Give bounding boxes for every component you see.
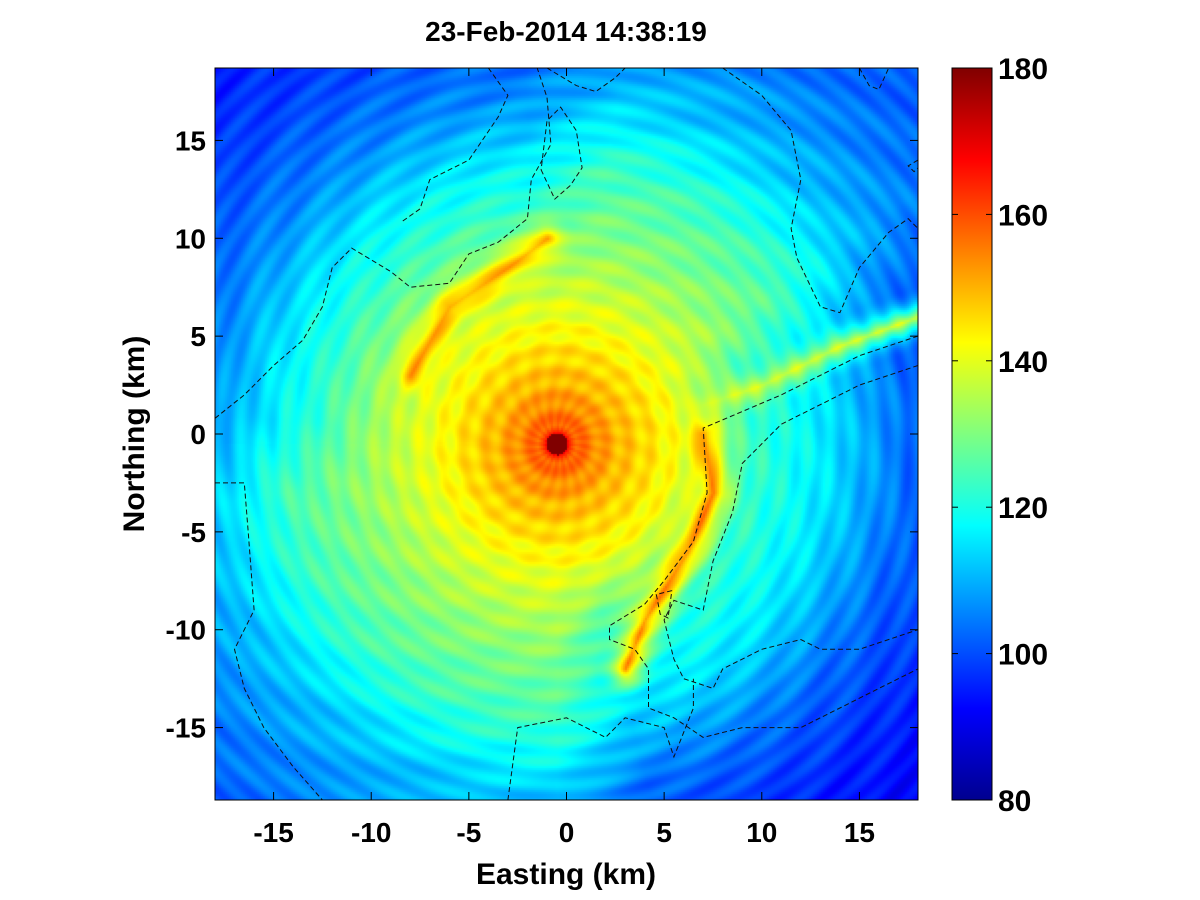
y-tick-label: 5 bbox=[190, 321, 206, 352]
coastline bbox=[540, 106, 583, 200]
plot-area: -15 -10 -5 0 5 10 15 -15 -10 -5 0 5 10 15 bbox=[166, 67, 919, 848]
colorbar-scale bbox=[951, 67, 993, 801]
coastline bbox=[400, 68, 509, 224]
y-tick-label: -15 bbox=[166, 713, 206, 744]
coastline bbox=[546, 68, 626, 93]
colorbar-tick-label: 140 bbox=[998, 346, 1048, 379]
x-tick-label: -15 bbox=[253, 817, 293, 848]
coastlines bbox=[215, 68, 918, 800]
x-axis-label: Easting (km) bbox=[476, 858, 656, 891]
y-tick-label: -10 bbox=[166, 615, 206, 646]
y-tick-label: 15 bbox=[175, 125, 206, 156]
y-tick-label: -5 bbox=[181, 517, 206, 548]
x-tick-label: -10 bbox=[351, 817, 391, 848]
coastline bbox=[655, 590, 673, 619]
colorbar-ticks: 80 100 120 140 160 180 bbox=[952, 53, 1048, 818]
colorbar-tick-label: 160 bbox=[998, 199, 1048, 232]
colorbar-tick-label: 120 bbox=[998, 492, 1048, 525]
x-tick-label: 5 bbox=[656, 817, 672, 848]
colorbar: 80 100 120 140 160 180 bbox=[951, 53, 1048, 818]
coastline bbox=[663, 365, 918, 690]
coastline bbox=[215, 68, 552, 419]
coastline bbox=[858, 68, 890, 91]
y-tick-label: 10 bbox=[175, 223, 206, 254]
colorbar-tick-label: 180 bbox=[998, 53, 1048, 86]
x-tick-label: 0 bbox=[559, 817, 575, 848]
coastline bbox=[722, 68, 918, 314]
y-tick-label: 0 bbox=[190, 419, 206, 450]
x-axis-ticks: -15 -10 -5 0 5 10 15 bbox=[253, 68, 875, 848]
colorbar-tick-label: 80 bbox=[998, 785, 1031, 818]
x-tick-label: 10 bbox=[746, 817, 777, 848]
coastline bbox=[215, 482, 323, 800]
y-axis-label: Northing (km) bbox=[118, 336, 151, 533]
colorbar-tick-label: 100 bbox=[998, 639, 1048, 672]
coastline bbox=[609, 335, 918, 738]
x-tick-label: 15 bbox=[844, 817, 875, 848]
chart-title: 23-Feb-2014 14:38:19 bbox=[425, 16, 707, 47]
heatmap-field bbox=[215, 68, 918, 800]
y-axis-ticks: -15 -10 -5 0 5 10 15 bbox=[166, 125, 918, 744]
x-tick-label: -5 bbox=[456, 817, 481, 848]
coastline bbox=[507, 678, 694, 800]
